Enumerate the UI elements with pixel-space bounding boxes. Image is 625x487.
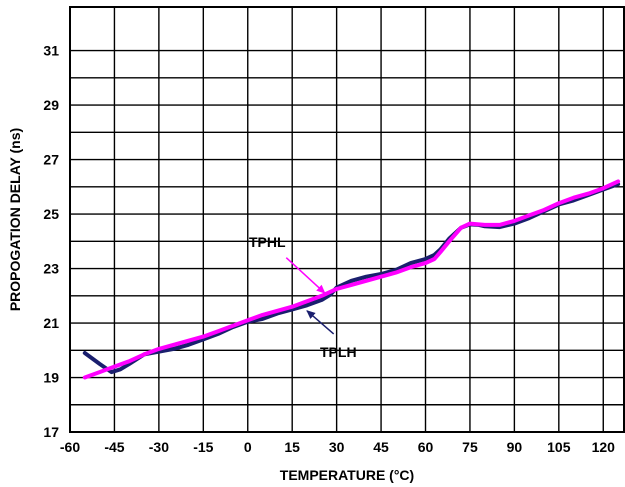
x-tick-label: -60	[60, 439, 80, 455]
series-line-tphl	[82, 179, 621, 380]
annotation-arrow-tplh	[306, 310, 335, 335]
x-tick-label: 0	[244, 439, 252, 455]
x-tick-label: -30	[149, 439, 169, 455]
x-tick-label: -15	[193, 439, 213, 455]
y-tick-label: 23	[43, 261, 59, 277]
annotations: TPHL TPLH	[249, 234, 357, 360]
plot-frame	[69, 6, 625, 433]
x-tick-labels: -60 -45 -30 -15 0 15 30 45 60 75 90 105 120	[60, 439, 615, 455]
y-tick-label: 27	[43, 152, 59, 168]
grid	[69, 7, 624, 433]
x-axis-label: TEMPERATURE (°C)	[280, 467, 414, 483]
y-tick-label: 31	[43, 43, 59, 59]
x-tick-label: 90	[507, 439, 523, 455]
y-tick-label: 21	[43, 315, 59, 331]
y-tick-label: 17	[43, 424, 59, 440]
y-tick-label: 19	[43, 370, 59, 386]
annotation-label-tphl: TPHL	[249, 234, 286, 250]
annotation-label-tplh: TPLH	[320, 344, 357, 360]
x-tick-label: 105	[547, 439, 571, 455]
y-tick-label: 29	[43, 97, 59, 113]
y-tick-labels: 17 19 21 23 25 27 29 31	[43, 43, 59, 440]
x-tick-label: 120	[592, 439, 616, 455]
x-tick-label: 75	[462, 439, 478, 455]
series-lines	[82, 179, 621, 380]
x-tick-label: 60	[418, 439, 434, 455]
x-tick-label: 45	[373, 439, 389, 455]
annotation-arrow-tphl	[285, 257, 326, 294]
y-axis-label: PROPOGATION DELAY (ns)	[7, 128, 23, 311]
x-tick-label: 15	[284, 439, 300, 455]
y-tick-label: 25	[43, 206, 59, 222]
x-tick-label: 30	[329, 439, 345, 455]
series-line-tplh	[82, 182, 621, 375]
x-tick-label: -45	[104, 439, 124, 455]
